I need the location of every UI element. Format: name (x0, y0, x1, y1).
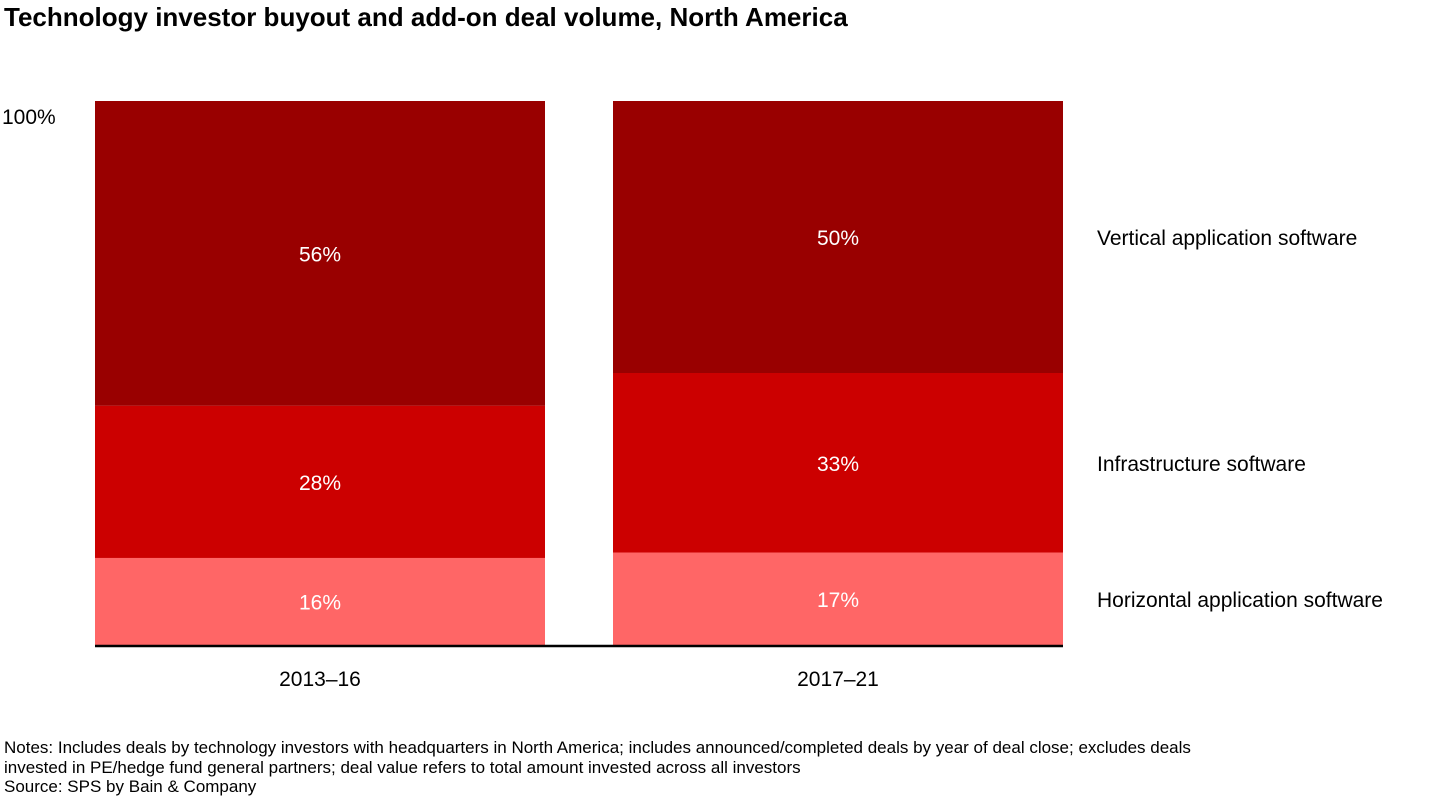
data-label: 17% (817, 589, 859, 612)
chart-title: Technology investor buyout and add-on de… (4, 2, 848, 32)
data-label: 16% (299, 591, 341, 614)
legend-label: Vertical application software (1097, 227, 1357, 250)
notes-line-1: Notes: Includes deals by technology inve… (4, 738, 1191, 757)
notes-line-2: invested in PE/hedge fund general partne… (4, 757, 801, 777)
data-label: 28% (299, 472, 341, 495)
bar-segment-horizontal-application-software-0 (95, 557, 545, 645)
source-line: Source: SPS by Bain & Company (4, 777, 257, 796)
bar-segment-horizontal-application-software-1 (613, 552, 1063, 645)
legend-label: Infrastructure software (1097, 453, 1306, 476)
data-label: 56% (299, 243, 341, 266)
bar-segment-vertical-application-software-1 (613, 101, 1063, 373)
footnotes: Notes: Includes deals by technology inve… (4, 738, 1191, 797)
y-tick-label: 100% (2, 106, 56, 129)
x-tick-label: 2017–21 (797, 668, 879, 691)
data-label: 50% (817, 227, 859, 250)
bar-segment-infrastructure-software-0 (95, 405, 545, 558)
bar-segment-vertical-application-software-0 (95, 101, 545, 406)
bar-segment-infrastructure-software-1 (613, 373, 1063, 553)
stacked-bar-chart: 100% 16% 28% 56% 2013–16 17% 33% 50% 2017–21 Hori… (2, 101, 1383, 691)
legend-label: Horizontal application software (1097, 589, 1383, 612)
data-label: 33% (817, 453, 859, 476)
x-tick-label: 2013–16 (279, 668, 361, 691)
